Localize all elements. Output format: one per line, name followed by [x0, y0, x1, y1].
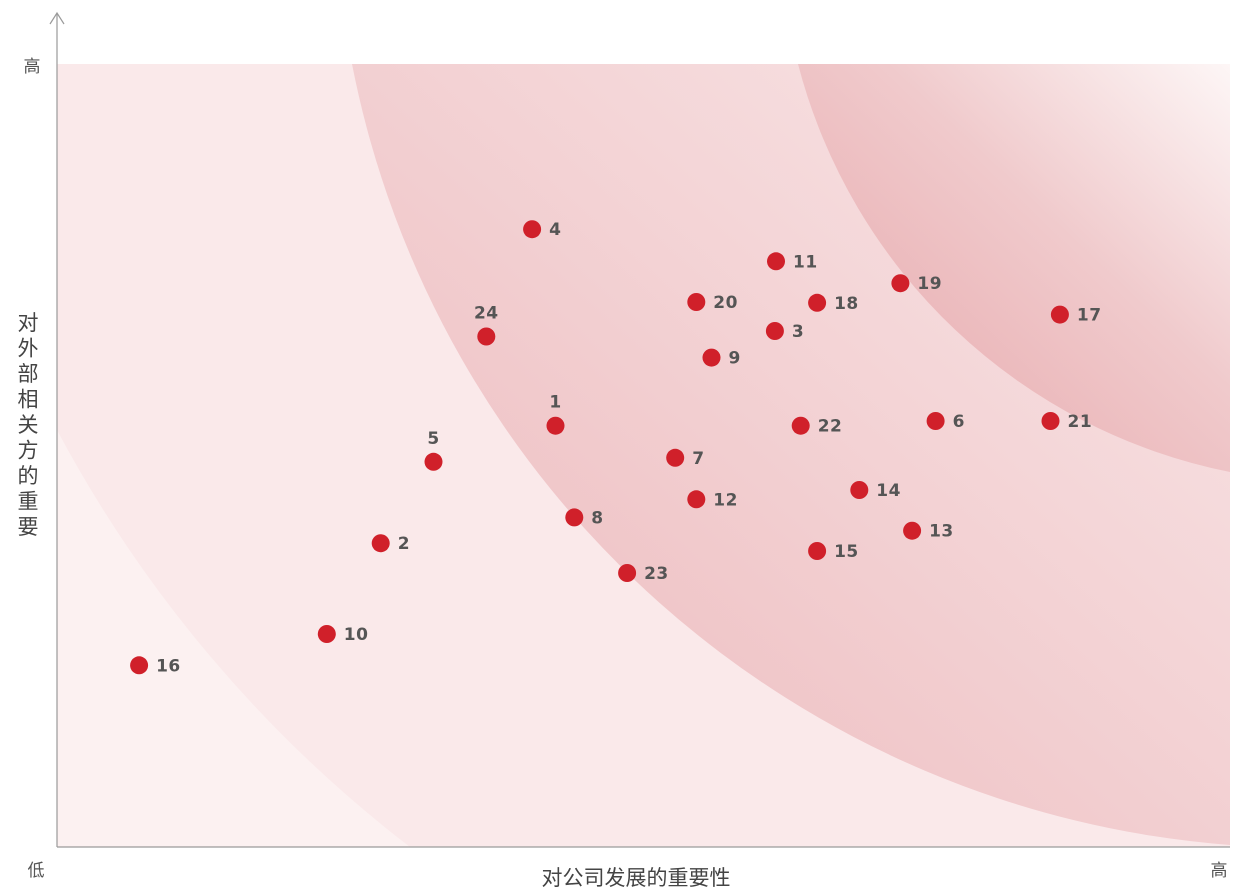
- y-axis-arrow-icon: [49, 11, 65, 25]
- data-point-label-11: 11: [793, 252, 818, 272]
- data-point-label-18: 18: [834, 294, 859, 314]
- data-point-label-22: 22: [818, 417, 843, 437]
- data-point-23: [618, 564, 637, 582]
- data-point-label-3: 3: [792, 322, 804, 342]
- data-point-label-23: 23: [644, 564, 669, 584]
- y-axis-title-char: 关: [18, 413, 39, 437]
- data-point-label-9: 9: [729, 349, 741, 369]
- data-point-3: [765, 322, 784, 340]
- data-point-9: [702, 348, 721, 367]
- data-point-24: [477, 327, 496, 346]
- data-point-18: [808, 293, 827, 312]
- data-point-2: [371, 534, 390, 553]
- data-point-13: [903, 521, 922, 540]
- y-axis-title-char: 外: [18, 337, 39, 361]
- importance-zones: [57, 64, 1230, 847]
- data-point-10: [317, 625, 336, 643]
- data-point-19: [891, 274, 910, 293]
- data-point-22: [791, 416, 810, 435]
- data-point-label-19: 19: [917, 274, 942, 294]
- data-point-5: [424, 452, 443, 471]
- data-point-15: [808, 542, 827, 560]
- data-point-label-7: 7: [692, 449, 704, 469]
- data-point-21: [1041, 412, 1060, 430]
- data-point-11: [767, 252, 785, 271]
- data-point-4: [523, 220, 542, 239]
- y-axis-title-char: 对: [18, 311, 39, 335]
- data-point-6: [926, 412, 945, 430]
- y-axis-title-char: 重: [18, 490, 39, 514]
- data-point-label-21: 21: [1068, 412, 1093, 432]
- y-axis-title: 对外部相关方的重要: [18, 311, 39, 539]
- y-axis-title-char: 相: [18, 388, 39, 412]
- data-point-16: [130, 656, 149, 675]
- data-point-8: [565, 508, 584, 527]
- y-axis-title-char: 部: [18, 362, 39, 386]
- data-point-label-5: 5: [427, 429, 439, 449]
- x-axis-title: 对公司发展的重要性: [542, 866, 731, 889]
- data-point-label-24: 24: [474, 304, 499, 324]
- data-point-7: [666, 448, 685, 467]
- y-axis-title-char: 方: [18, 439, 39, 463]
- data-point-label-13: 13: [929, 522, 954, 542]
- data-point-14: [850, 481, 869, 499]
- y-high-label: 高: [24, 57, 41, 77]
- data-point-label-20: 20: [713, 293, 738, 313]
- data-point-17: [1050, 305, 1069, 324]
- data-point-label-16: 16: [156, 656, 181, 676]
- data-point-label-8: 8: [591, 508, 603, 528]
- data-point-label-14: 14: [876, 481, 901, 501]
- y-axis-title-char: 要: [18, 515, 39, 539]
- data-point-label-15: 15: [834, 542, 859, 562]
- data-point-label-2: 2: [398, 534, 410, 554]
- data-point-20: [687, 293, 706, 311]
- x-high-label: 高: [1211, 861, 1228, 881]
- data-point-label-1: 1: [549, 393, 561, 413]
- zone-high: [798, 64, 1230, 472]
- x-low-label: 低: [28, 861, 45, 881]
- data-point-label-12: 12: [713, 490, 738, 510]
- data-point-12: [687, 490, 706, 509]
- data-point-label-17: 17: [1077, 306, 1102, 326]
- y-axis-title-char: 的: [18, 464, 39, 488]
- data-point-label-6: 6: [953, 412, 965, 432]
- data-point-label-10: 10: [344, 625, 369, 645]
- data-point-1: [546, 416, 565, 435]
- data-point-label-4: 4: [549, 220, 561, 240]
